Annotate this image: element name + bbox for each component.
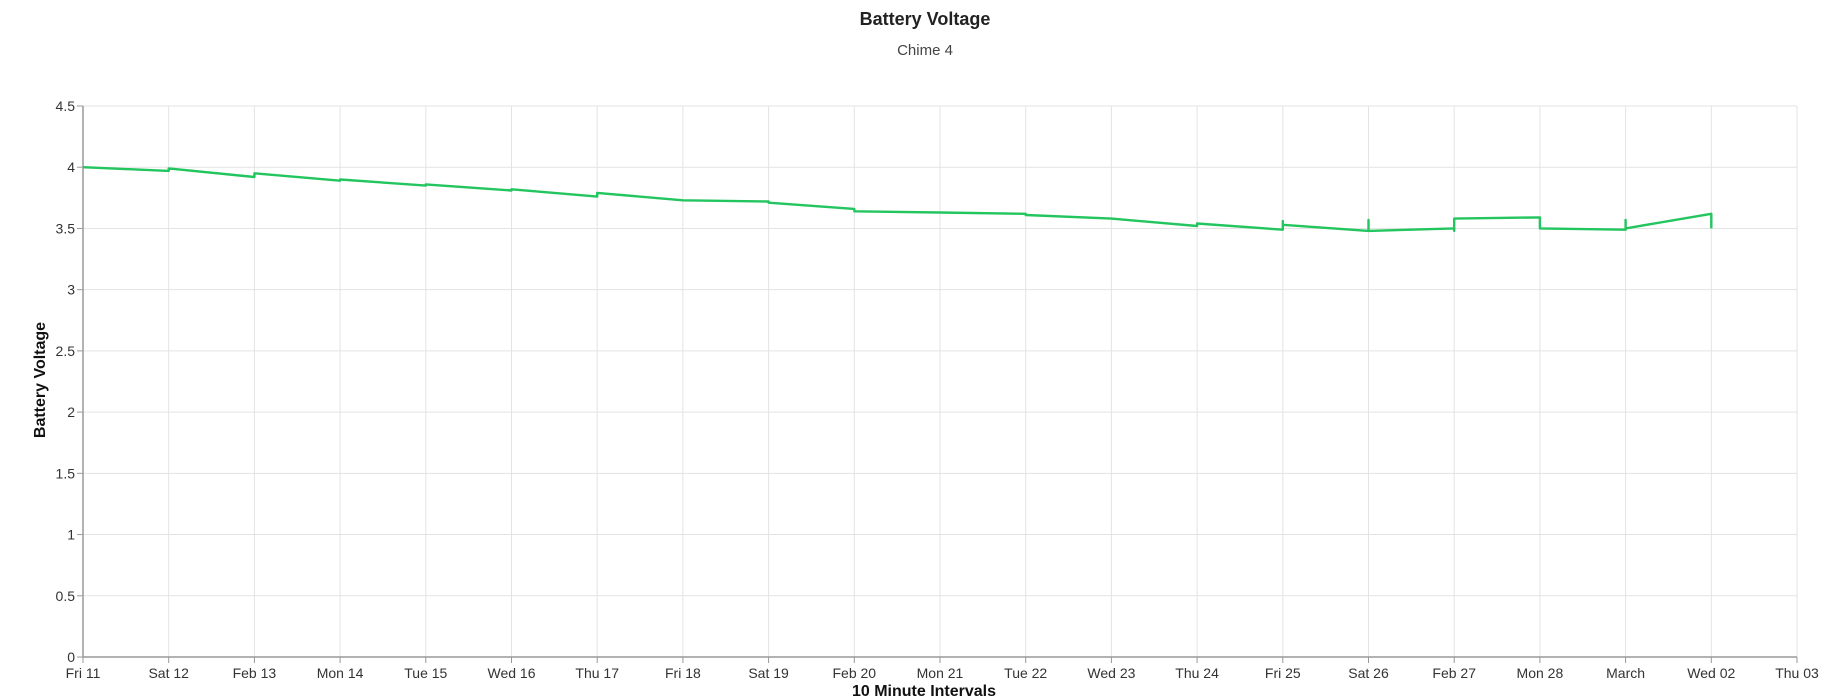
y-tick-label: 0.5 bbox=[56, 588, 76, 604]
y-tick-label: 2.5 bbox=[56, 343, 76, 359]
x-tick-label: Fri 25 bbox=[1265, 665, 1301, 681]
x-tick-label: Tue 15 bbox=[404, 665, 447, 681]
x-tick-label: Feb 27 bbox=[1432, 665, 1476, 681]
x-tick-label: Sat 26 bbox=[1348, 665, 1389, 681]
x-tick-label: Wed 16 bbox=[488, 665, 536, 681]
x-tick-label: Fri 11 bbox=[66, 665, 101, 681]
y-tick-label: 4 bbox=[67, 159, 75, 175]
x-tick-label: Thu 03 bbox=[1775, 665, 1819, 681]
x-tick-label: Feb 20 bbox=[833, 665, 877, 681]
x-tick-label: Mon 28 bbox=[1517, 665, 1564, 681]
x-tick-label: March bbox=[1606, 665, 1645, 681]
x-axis-title: 10 Minute Intervals bbox=[852, 683, 996, 696]
x-tick-label: Tue 22 bbox=[1004, 665, 1047, 681]
x-tick-label: Wed 02 bbox=[1687, 665, 1735, 681]
x-tick-label: Thu 17 bbox=[575, 665, 619, 681]
series-line bbox=[82, 166, 1713, 233]
y-tick-label: 2 bbox=[67, 404, 75, 420]
series-group bbox=[82, 166, 1713, 233]
y-tick-label: 0 bbox=[67, 649, 75, 665]
y-tick-label: 3 bbox=[67, 282, 75, 298]
x-tick-label: Sat 19 bbox=[748, 665, 789, 681]
grid-lines bbox=[82, 105, 1798, 658]
y-tick-label: 3.5 bbox=[56, 220, 76, 236]
y-tick-label: 1 bbox=[67, 527, 75, 543]
x-tick-label: Wed 23 bbox=[1087, 665, 1135, 681]
y-axis-title: Battery Voltage bbox=[32, 322, 49, 438]
chart-title: Battery Voltage bbox=[859, 9, 991, 29]
chart-subtitle: Chime 4 bbox=[897, 42, 953, 59]
x-tick-label: Mon 14 bbox=[317, 665, 364, 681]
y-axis-ticks: 0 0.5 1 1.5 2 2.5 3 3.5 4 4.5 bbox=[56, 98, 83, 665]
x-tick-label: Mon 21 bbox=[917, 665, 964, 681]
x-tick-label: Thu 24 bbox=[1175, 665, 1219, 681]
y-tick-label: 1.5 bbox=[56, 465, 76, 481]
x-tick-label: Sat 12 bbox=[148, 665, 189, 681]
x-tick-label: Fri 18 bbox=[665, 665, 701, 681]
x-axis-ticks: Fri 11 Sat 12 Feb 13 Mon 14 Tue 15 Wed 16 Thu … bbox=[66, 657, 1819, 681]
y-tick-label: 4.5 bbox=[56, 98, 76, 114]
x-tick-label: Feb 13 bbox=[233, 665, 277, 681]
